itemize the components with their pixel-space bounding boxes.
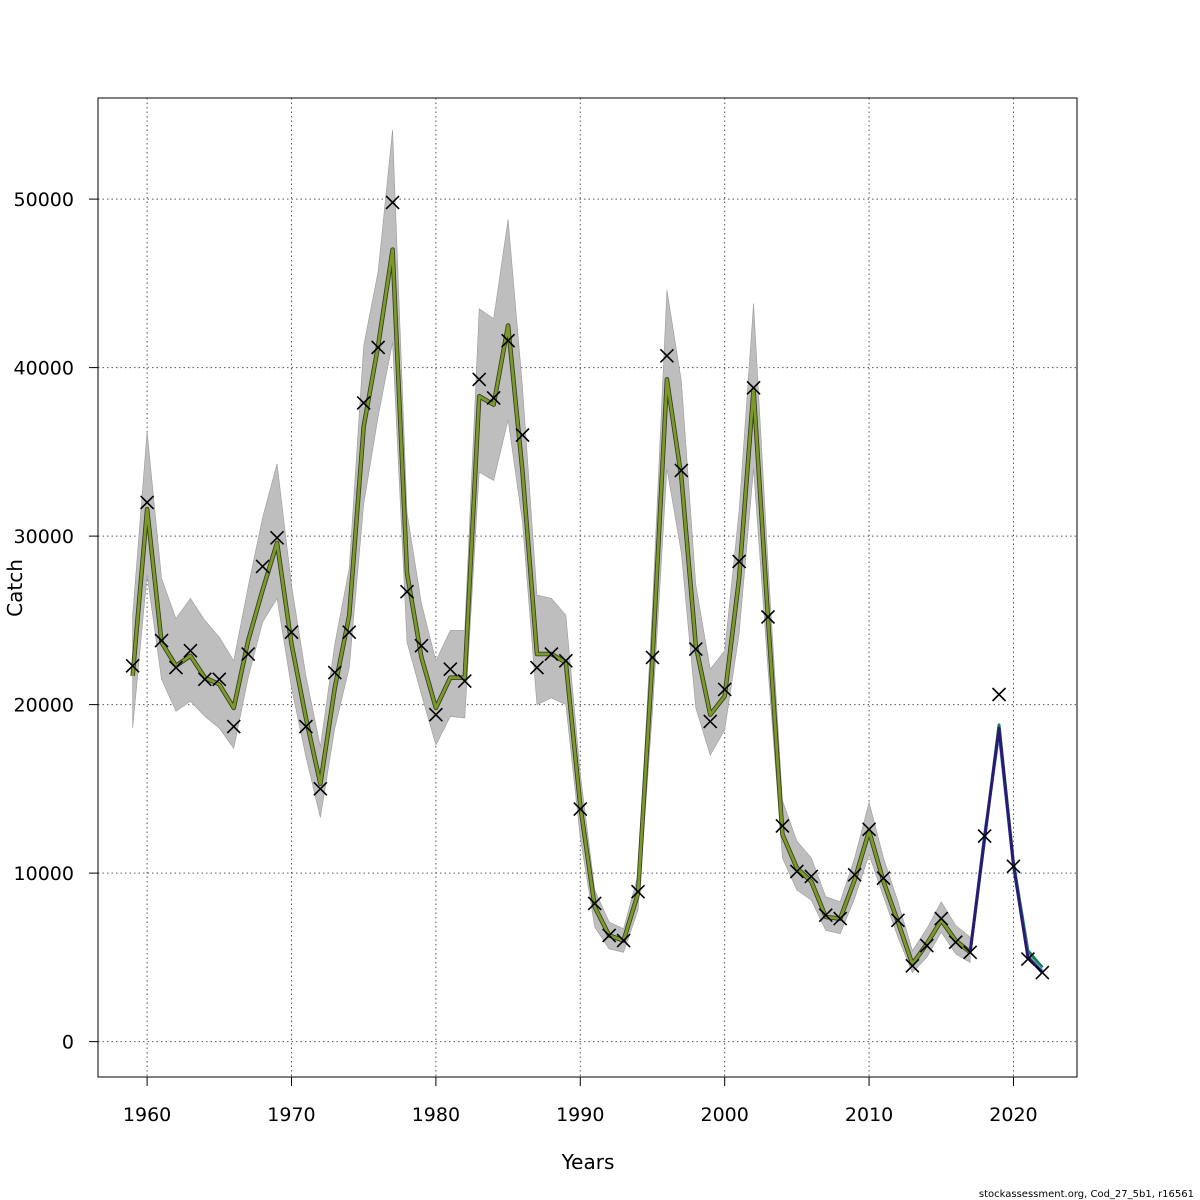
observation-marker: [501, 333, 516, 348]
observation-marker: [862, 822, 877, 837]
observation-marker: [833, 911, 848, 926]
observation-marker: [717, 682, 732, 697]
y-tick-label: 50000: [14, 189, 74, 211]
observation-marker: [760, 609, 776, 625]
observation-marker: [775, 818, 790, 833]
observation-marker: [327, 665, 342, 680]
observation-marker: [703, 714, 718, 729]
x-tick-label: 1970: [267, 1104, 315, 1126]
observation-marker: [544, 646, 559, 662]
y-tick-label: 0: [62, 1032, 74, 1054]
observation-marker: [963, 945, 978, 960]
x-axis-title: Years: [561, 1150, 615, 1174]
observation-marker: [847, 867, 862, 882]
observation-marker: [1035, 965, 1050, 980]
observation-marker: [587, 896, 602, 911]
observation-marker: [876, 871, 891, 886]
observation-marker: [443, 662, 458, 677]
observation-marker: [269, 530, 285, 545]
observation-marker: [818, 908, 833, 923]
observation-marker: [1020, 951, 1035, 967]
x-tick-label: 1990: [556, 1104, 604, 1126]
x-tick-label: 2010: [845, 1104, 893, 1126]
observation-marker: [399, 584, 415, 599]
y-axis-title: Catch: [3, 559, 27, 617]
observation-marker: [602, 928, 617, 943]
observation-marker: [1006, 859, 1021, 874]
observation-marker: [674, 463, 689, 478]
observation-marker: [948, 935, 963, 950]
y-tick-label: 40000: [14, 358, 74, 380]
observation-marker: [515, 427, 530, 443]
observation-marker: [659, 348, 674, 363]
observation-marker: [919, 938, 934, 953]
observation-marker: [284, 625, 299, 640]
x-tick-label: 2000: [700, 1104, 748, 1126]
observation-marker: [804, 869, 819, 884]
observation-marker: [140, 495, 155, 510]
observation-marker: [125, 658, 140, 673]
observation-marker: [385, 195, 400, 210]
observation-marker: [298, 719, 313, 734]
observation-marker: [371, 340, 386, 355]
observation-marker: [457, 673, 472, 689]
observation-marker: [905, 958, 920, 973]
observation-marker: [934, 911, 949, 926]
observation-marker: [255, 559, 270, 574]
observation-marker: [732, 554, 747, 569]
observation-marker: [630, 884, 646, 899]
observation-marker: [890, 913, 906, 928]
observation-marker: [342, 625, 357, 640]
observation-marker: [977, 828, 992, 844]
observation-marker: [212, 672, 227, 687]
observation-marker: [226, 719, 241, 734]
plot-frame: [97, 97, 1078, 1078]
observation-marker: [168, 660, 184, 675]
observation-marker: [313, 781, 328, 796]
observation-marker: [529, 660, 545, 675]
observation-marker: [472, 372, 487, 387]
grid-layer: [98, 98, 1077, 1077]
retro-series-line: [968, 726, 1044, 974]
x-tick-label: 1980: [412, 1104, 460, 1126]
observation-marker: [486, 390, 501, 406]
observation-marker: [154, 633, 169, 648]
observation-marker: [616, 933, 631, 948]
observation-marker: [197, 672, 212, 687]
observation-marker-layer: [125, 195, 1050, 980]
y-tick-label: 10000: [14, 863, 74, 885]
x-tick-label: 2020: [989, 1104, 1037, 1126]
observation-marker: [573, 802, 588, 817]
observation-marker: [688, 641, 703, 657]
footer-credit: stockassessment.org, Cod_27_5b1, r16561: [979, 1189, 1194, 1200]
observation-marker: [645, 650, 660, 665]
observation-marker: [789, 864, 804, 879]
observation-marker: [428, 707, 443, 722]
y-tick-label: 20000: [14, 695, 74, 717]
observation-marker: [558, 653, 573, 668]
observation-marker: [414, 638, 429, 653]
y-tick-label: 30000: [14, 526, 74, 548]
observation-marker: [241, 646, 256, 662]
observation-marker: [991, 687, 1007, 702]
observation-marker: [356, 395, 371, 411]
x-tick-label: 1960: [123, 1104, 171, 1126]
observation-marker: [746, 380, 761, 395]
observation-marker: [183, 643, 198, 658]
